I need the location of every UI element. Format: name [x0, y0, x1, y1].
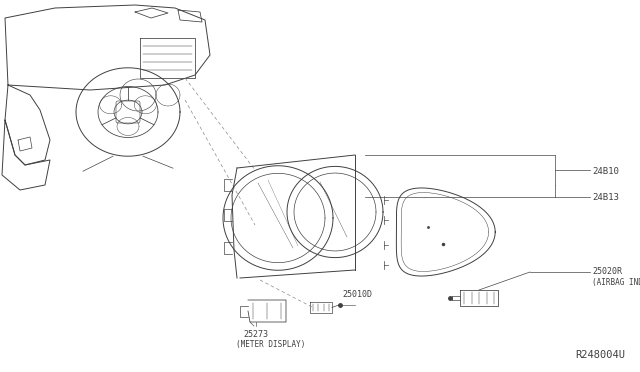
- Text: 25010D: 25010D: [342, 290, 372, 299]
- Text: R248004U: R248004U: [575, 350, 625, 360]
- Text: 24B13: 24B13: [592, 192, 619, 202]
- Text: (AIRBAG INDICATOR): (AIRBAG INDICATOR): [592, 279, 640, 288]
- Text: (METER DISPLAY): (METER DISPLAY): [236, 340, 305, 349]
- Text: 25273: 25273: [243, 330, 268, 339]
- Text: 24B10: 24B10: [592, 167, 619, 176]
- Text: 25020R: 25020R: [592, 267, 622, 276]
